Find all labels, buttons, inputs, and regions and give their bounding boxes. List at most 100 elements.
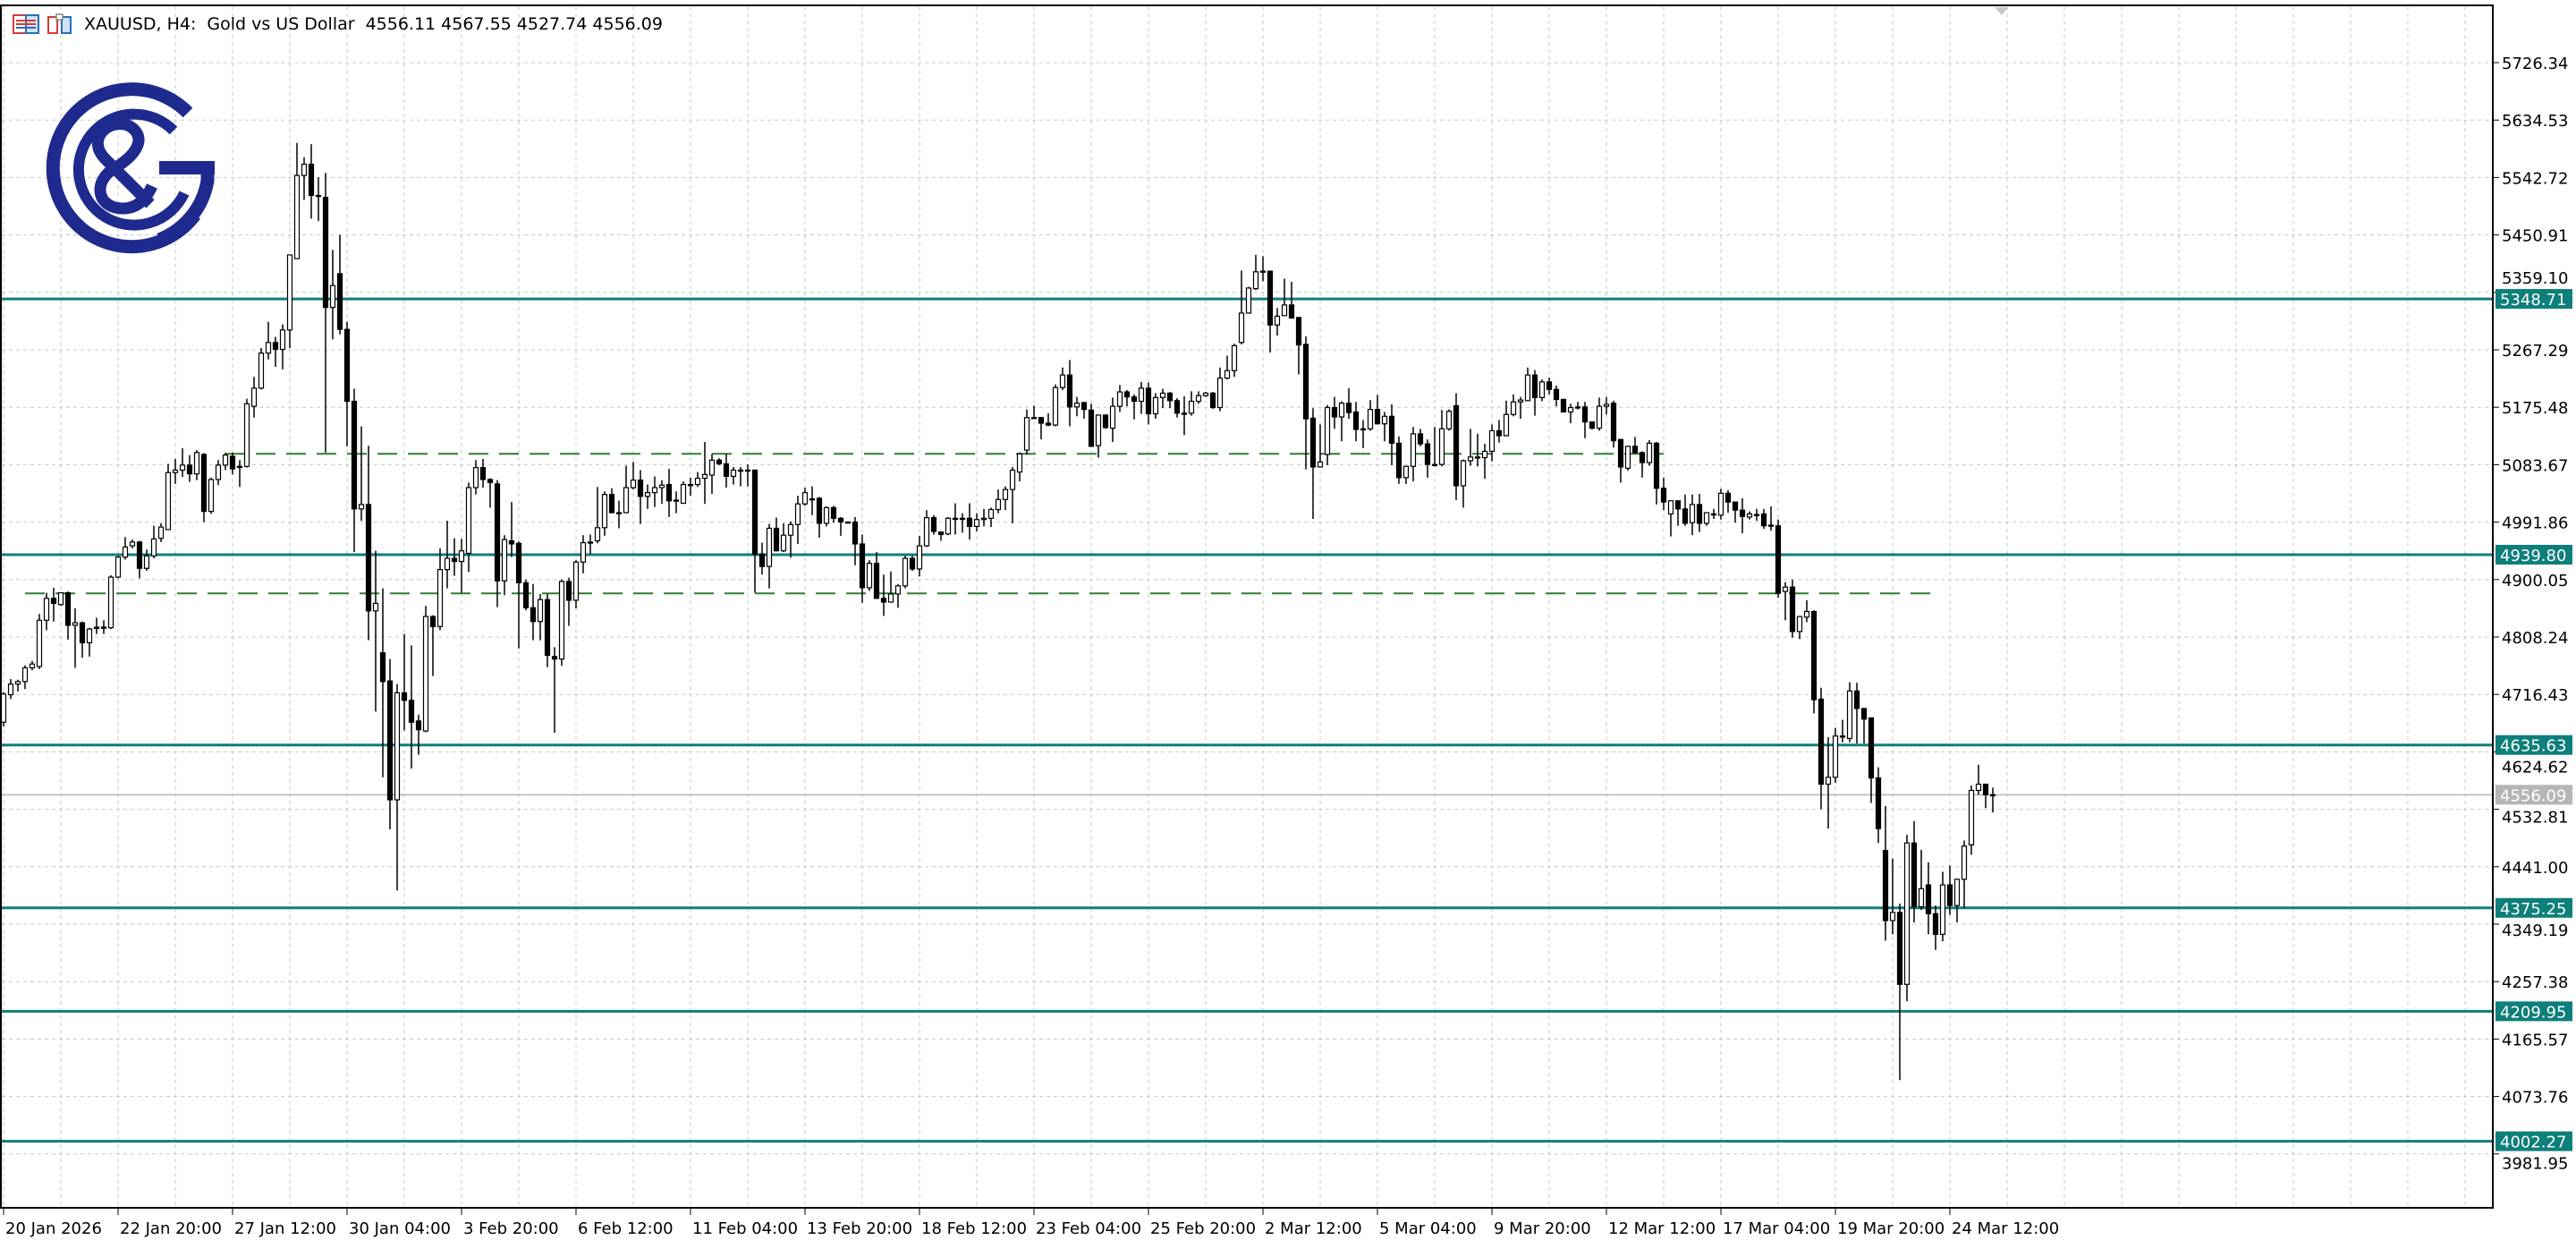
candle-body-bearish	[322, 196, 329, 309]
candle	[923, 510, 930, 548]
candle-body-bearish	[1309, 417, 1317, 468]
candle	[1424, 439, 1431, 478]
candle	[122, 537, 129, 560]
candle	[973, 513, 980, 531]
candle	[1496, 420, 1503, 443]
price-tick-label: 5083.67	[2502, 456, 2568, 475]
level-price-tag-bg	[2496, 289, 2572, 310]
candle-body-bullish	[286, 254, 293, 331]
candle	[1703, 512, 1710, 526]
candle	[744, 464, 751, 487]
candle	[966, 503, 973, 540]
candle-body-bullish	[923, 517, 930, 547]
candle	[1911, 820, 1918, 923]
candle-body-bearish	[1345, 403, 1352, 413]
candle-body-bullish	[1717, 492, 1724, 516]
time-tick-label: 9 Mar 20:00	[1494, 1219, 1591, 1238]
candle	[279, 324, 286, 369]
chart-shift-marker[interactable]	[1995, 7, 2009, 15]
candle	[1968, 785, 1975, 855]
candle	[1724, 489, 1732, 514]
candle-body-bullish	[21, 667, 29, 683]
candle-body-bullish	[1281, 304, 1288, 317]
time-axis[interactable]: 20 Jan 2026 22 Jan 20:00 27 Jan 12:00 30 Ja…	[3, 1208, 2059, 1238]
candle-body-bullish	[100, 626, 107, 629]
candle	[1567, 403, 1574, 424]
candle-body-bullish	[150, 538, 157, 556]
candle-body-bearish	[1174, 400, 1181, 414]
price-axis[interactable]: 5726.34 5634.53 5542.72 5450.91 5359.10 5267.…	[2493, 55, 2568, 1174]
candle-body-bearish	[1166, 392, 1174, 402]
candle	[1073, 396, 1080, 417]
candle-body-bullish	[250, 387, 258, 407]
time-tick-label: 23 Feb 04:00	[1036, 1219, 1141, 1238]
candle-body-bullish	[1488, 429, 1496, 453]
candle-body-bearish	[966, 517, 973, 527]
candle-body-bearish	[880, 598, 887, 603]
candle	[1038, 417, 1045, 440]
price-tick-label: 5267.29	[2502, 342, 2568, 361]
candle	[143, 549, 150, 572]
candle-body-bullish	[1224, 369, 1231, 379]
candle-body-bullish	[0, 693, 7, 723]
candle	[1095, 414, 1102, 458]
candle-body-bullish	[1939, 884, 1946, 935]
time-tick-label: 11 Feb 04:00	[692, 1219, 798, 1238]
candle-body-bullish	[165, 471, 172, 531]
candle-body-bearish	[1946, 884, 1953, 906]
candle-body-bearish	[1374, 409, 1381, 425]
level-price-tag-bg	[2496, 735, 2572, 755]
candle	[487, 478, 494, 508]
candle	[444, 521, 451, 589]
candle	[902, 556, 909, 589]
time-tick-label: 24 Mar 12:00	[1952, 1219, 2059, 1238]
candle	[79, 621, 86, 658]
candle	[1474, 433, 1481, 467]
candle	[1231, 344, 1238, 378]
candle-body-bearish	[1589, 421, 1596, 429]
candle	[1581, 402, 1589, 438]
candle-body-bullish	[372, 602, 379, 612]
candle	[1438, 410, 1445, 467]
candle-body-bearish	[873, 563, 880, 599]
candle	[401, 633, 408, 731]
candle	[1868, 717, 1875, 803]
candle	[365, 446, 372, 641]
candle	[1045, 412, 1052, 427]
candle-body-bearish	[1088, 409, 1095, 447]
candle-body-bearish	[1696, 504, 1703, 524]
candle-body-bearish	[351, 400, 358, 510]
candle-body-bearish	[758, 553, 766, 567]
candle-body-bearish	[1080, 402, 1088, 411]
candle-body-bullish	[623, 487, 630, 514]
candle	[1216, 367, 1224, 412]
candle	[1789, 579, 1796, 638]
market-watch-icon[interactable]	[13, 13, 39, 35]
candle	[422, 606, 429, 733]
candle-body-bullish	[444, 557, 451, 571]
candle-body-bullish	[1603, 403, 1610, 407]
one-click-trading-icon[interactable]	[47, 13, 73, 35]
candle-body-bullish	[1023, 417, 1030, 451]
level-price-tag-bg	[2496, 1131, 2572, 1151]
candle-body-bearish	[1553, 388, 1560, 401]
candle	[1975, 764, 1982, 795]
candle-body-bullish	[1431, 463, 1438, 466]
candle	[587, 534, 594, 555]
candle	[1639, 451, 1646, 478]
candle	[859, 534, 866, 603]
candle	[379, 588, 386, 777]
candle	[1360, 420, 1367, 448]
candle	[1324, 404, 1331, 465]
candle	[165, 463, 172, 531]
candle	[0, 692, 7, 727]
time-tick-label: 20 Jan 2026	[5, 1219, 102, 1238]
candle	[580, 535, 587, 573]
candle-body-bullish	[172, 469, 179, 473]
candle	[415, 714, 422, 755]
candle	[1553, 386, 1560, 407]
support-resistance-levels	[2, 297, 2493, 1143]
candle	[1896, 904, 1903, 1081]
candle	[1631, 437, 1639, 454]
